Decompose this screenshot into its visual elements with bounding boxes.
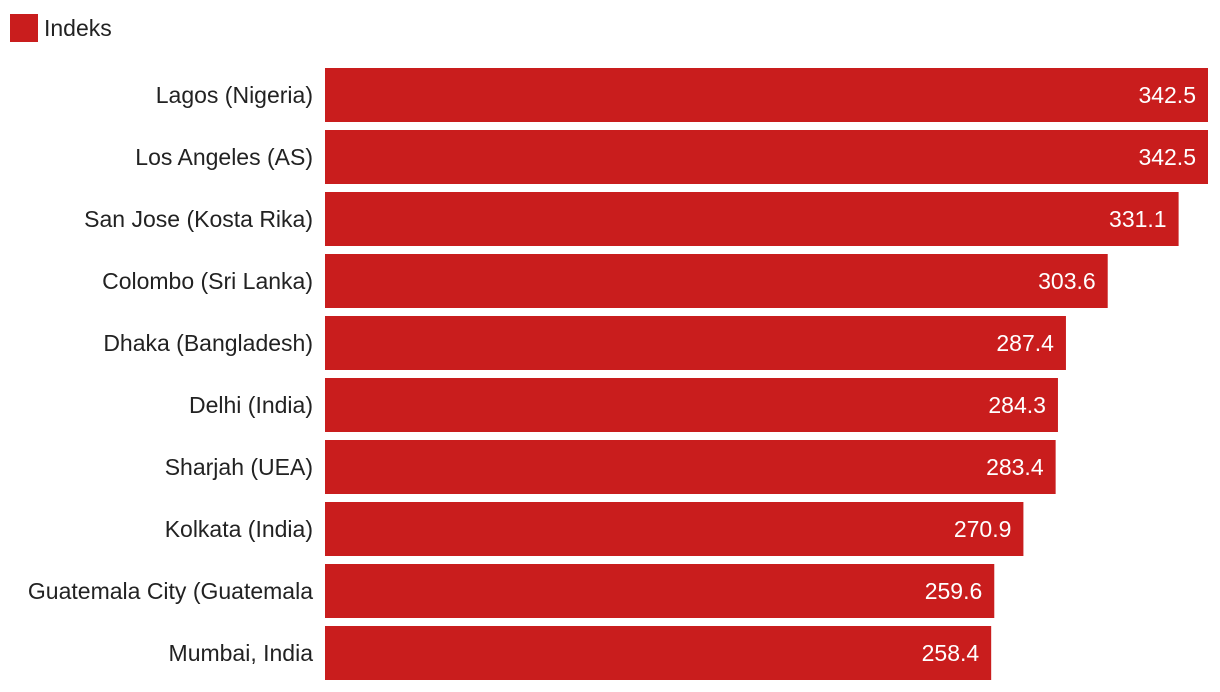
bar — [325, 378, 1058, 432]
bar — [325, 564, 995, 618]
bar — [325, 192, 1179, 246]
value-label: 270.9 — [954, 516, 1012, 542]
legend-label: Indeks — [44, 14, 112, 41]
value-label: 331.1 — [1109, 206, 1167, 232]
category-label: Colombo (Sri Lanka) — [102, 268, 313, 294]
category-label: Los Angeles (AS) — [135, 144, 313, 170]
bar — [325, 626, 992, 680]
bar — [325, 316, 1066, 370]
category-label: Guatemala City (Guatemala — [28, 578, 313, 604]
value-label: 284.3 — [988, 392, 1046, 418]
value-label: 287.4 — [996, 330, 1054, 356]
value-label: 342.5 — [1138, 82, 1196, 108]
bar — [325, 440, 1056, 494]
bar — [325, 502, 1024, 556]
value-label: 303.6 — [1038, 268, 1096, 294]
category-label: Mumbai, India — [169, 640, 314, 666]
category-label: Delhi (India) — [189, 392, 313, 418]
value-label: 259.6 — [925, 578, 983, 604]
bar — [325, 130, 1208, 184]
legend-swatch — [10, 14, 38, 42]
category-label: Lagos (Nigeria) — [156, 82, 313, 108]
value-label: 342.5 — [1138, 144, 1196, 170]
category-label: Dhaka (Bangladesh) — [103, 330, 313, 356]
bar — [325, 68, 1208, 122]
category-label: San Jose (Kosta Rika) — [84, 206, 313, 232]
chart-legend: Indeks — [10, 14, 112, 42]
value-label: 258.4 — [922, 640, 980, 666]
category-label: Kolkata (India) — [165, 516, 313, 542]
category-label: Sharjah (UEA) — [165, 454, 313, 480]
bar — [325, 254, 1108, 308]
value-label: 283.4 — [986, 454, 1044, 480]
